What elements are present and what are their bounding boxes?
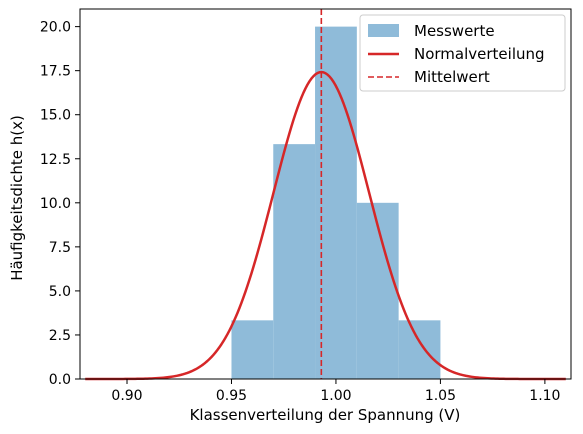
y-tick-label: 2.5: [49, 328, 71, 344]
y-tick-label: 12.5: [40, 152, 71, 168]
legend-label: Messwerte: [414, 22, 495, 40]
plot-frame: [79, 8, 572, 380]
y-tick-label: 15.0: [40, 108, 71, 124]
legend: Messwerte Normalverteilung Mittelwert: [359, 14, 566, 92]
axes: [79, 8, 572, 380]
x-axis-ticks: 0.90 0.95 1.00 1.05 1.10: [111, 379, 560, 404]
y-axis-ticks: 0.0 2.5 5.0 7.5 10.0 12.5 15.0 17.5 20.0: [40, 20, 80, 388]
x-tick-label: 1.05: [425, 388, 456, 404]
legend-swatch-bars: [368, 24, 399, 37]
normal-curve-layer: [85, 70, 566, 381]
legend-label: Mittelwert: [414, 68, 490, 86]
normal-distribution-curve: [85, 70, 566, 381]
legend-label: Normalverteilung: [414, 45, 545, 63]
y-tick-label: 5.0: [49, 284, 71, 300]
y-tick-label: 7.5: [49, 240, 71, 256]
histogram-bar-2: [273, 144, 316, 379]
x-tick-label: 1.00: [320, 388, 351, 404]
y-tick-label: 0.0: [49, 372, 71, 388]
x-axis-label: Klassenverteilung der Spannung (V): [190, 406, 461, 424]
legend-box: [359, 14, 566, 92]
y-tick-label: 10.0: [40, 196, 71, 212]
x-tick-label: 0.95: [216, 388, 247, 404]
x-tick-label: 1.10: [529, 388, 560, 404]
y-tick-label: 17.5: [40, 64, 71, 80]
histogram-bar-1: [231, 320, 274, 379]
y-tick-label: 20.0: [40, 20, 71, 36]
histogram-bar-4: [356, 202, 399, 379]
histogram-bars: [231, 26, 441, 379]
x-tick-label: 0.90: [111, 388, 142, 404]
y-axis-label: Häufigkeitsdichte h(x): [8, 115, 26, 281]
histogram-bar-5: [398, 320, 441, 379]
